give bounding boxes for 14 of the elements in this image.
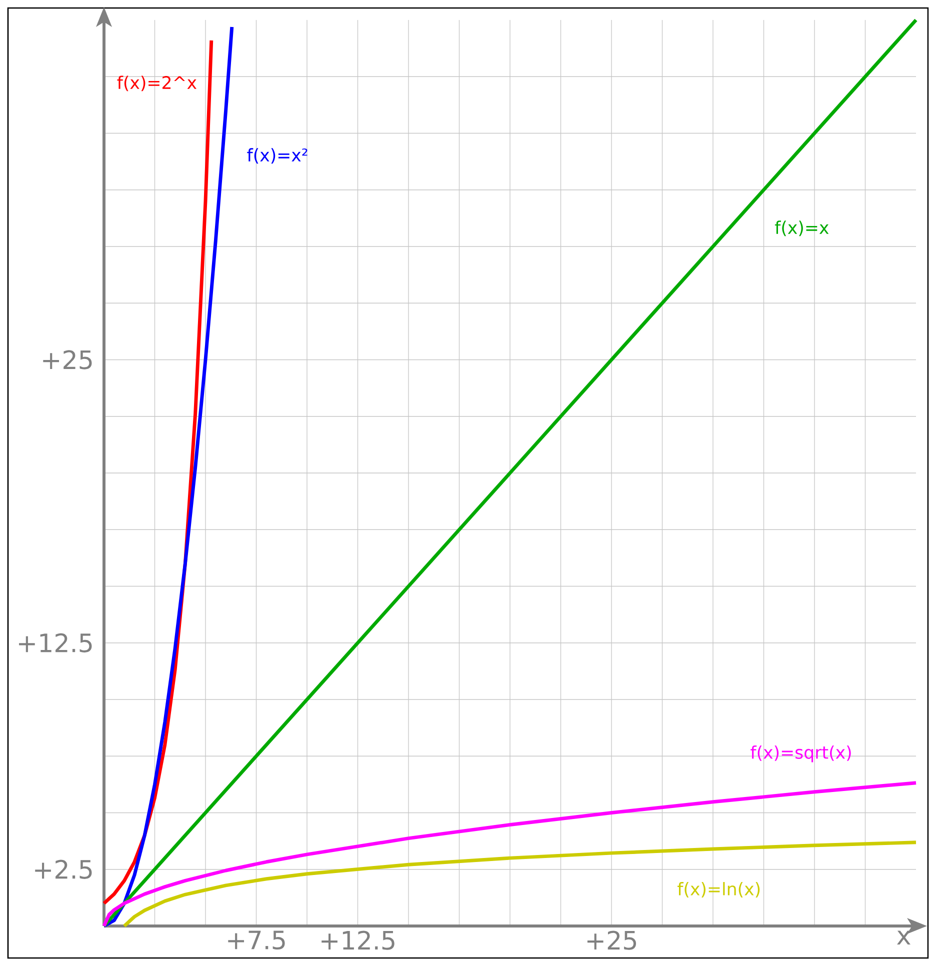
- y-tick-label: +2.5: [35, 860, 92, 879]
- y-tick-label: +12.5: [19, 633, 92, 652]
- x-tick-label: +25: [588, 930, 636, 950]
- x-axis-title: x: [897, 930, 911, 945]
- line-series: [102, 25, 234, 928]
- series-label: f(x)=x: [775, 220, 829, 236]
- series-label: f(x)=2^x: [117, 76, 197, 92]
- series-label: f(x)=x²: [247, 148, 308, 164]
- line-series: [122, 840, 918, 928]
- series-label: f(x)=ln(x): [678, 882, 760, 898]
- series-label: f(x)=sqrt(x): [750, 745, 852, 762]
- x-tick-label: +7.5: [228, 930, 285, 950]
- y-tick-label: +25: [43, 350, 92, 370]
- x-tick-label: +12.5: [322, 930, 395, 950]
